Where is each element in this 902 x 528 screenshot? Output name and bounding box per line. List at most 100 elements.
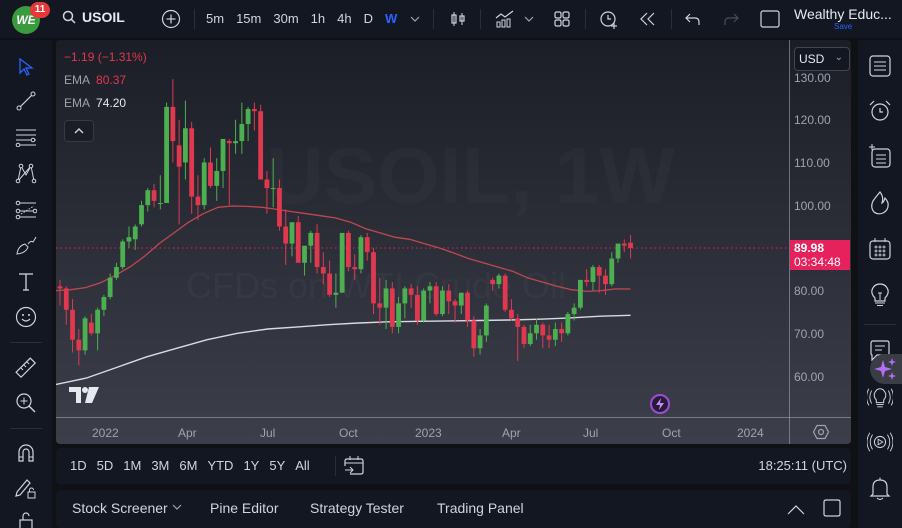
undo-button[interactable]	[682, 8, 704, 30]
replay-button[interactable]	[637, 8, 659, 30]
candle-body	[559, 329, 564, 334]
candle-body	[176, 145, 182, 167]
collapse-legend-button[interactable]	[64, 120, 94, 142]
chart-type-button[interactable]	[447, 8, 469, 30]
time-tick: Apr	[502, 426, 521, 440]
fullscreen-toggle-button[interactable]	[759, 8, 781, 30]
interval-1h[interactable]: 1h	[310, 11, 326, 26]
time-tick: 2022	[92, 426, 119, 440]
range-1m[interactable]: 1M	[123, 458, 142, 473]
layouts-button[interactable]	[551, 8, 573, 30]
measure-tool[interactable]	[13, 355, 39, 381]
chevron-down-icon[interactable]	[172, 502, 182, 513]
timezone-clock[interactable]: 18:25:11 (UTC)	[758, 458, 847, 473]
alerts-button[interactable]	[867, 98, 893, 124]
zoom-in-tool[interactable]	[13, 390, 39, 416]
tab-stock-screener[interactable]: Stock Screener	[72, 500, 168, 516]
layout-name[interactable]: Wealthy Educ...	[794, 6, 892, 22]
notifications-button[interactable]	[867, 476, 893, 502]
brush-tool[interactable]	[13, 233, 39, 259]
ai-assistant-button[interactable]	[870, 354, 902, 384]
lock-all-tool[interactable]	[13, 508, 39, 528]
range-ytd[interactable]: YTD	[207, 458, 234, 473]
chats-button[interactable]	[867, 338, 893, 364]
interval-15m[interactable]: 15m	[236, 11, 262, 26]
time-tick: 2023	[415, 426, 442, 440]
tradingview-logo[interactable]	[68, 386, 100, 409]
cursor-tool[interactable]	[13, 54, 39, 80]
ema-label: EMA	[64, 73, 91, 87]
go-to-date-button[interactable]	[344, 456, 364, 479]
candles-icon	[451, 12, 465, 26]
pattern-tool[interactable]	[13, 160, 39, 186]
text-tool[interactable]	[13, 269, 39, 295]
tab-trading-panel[interactable]: Trading Panel	[437, 500, 524, 516]
range-6m[interactable]: 6M	[179, 458, 198, 473]
time-tick: 2024	[737, 426, 764, 440]
streams-button[interactable]	[867, 385, 893, 411]
candle-body	[226, 141, 232, 144]
lightning-icon	[656, 398, 664, 410]
range-all[interactable]: All	[295, 458, 310, 473]
chevron-down-icon	[524, 16, 534, 22]
range-1d[interactable]: 1D	[70, 458, 87, 473]
hotlists-button[interactable]	[867, 190, 893, 216]
range-1y[interactable]: 1Y	[243, 458, 260, 473]
tab-pine-editor[interactable]: Pine Editor	[210, 500, 279, 516]
interval-w[interactable]: W	[384, 11, 398, 26]
save-button[interactable]: Save	[834, 22, 853, 31]
candle-body	[157, 203, 163, 205]
candle-body	[63, 288, 69, 310]
redo-button[interactable]	[720, 8, 742, 30]
create-alert-button[interactable]	[598, 8, 620, 30]
interval-d[interactable]: D	[363, 11, 373, 26]
magnet-tool[interactable]	[13, 440, 39, 466]
interval-4h[interactable]: 4h	[337, 11, 352, 26]
chart-pane[interactable]: USOIL, 1W CFDs on WTI Crude Oil −1.19 (−…	[56, 40, 851, 444]
candle-body	[239, 123, 245, 142]
chevron-down-icon: ⌄	[834, 52, 843, 63]
tab-strategy-tester[interactable]: Strategy Tester	[310, 500, 404, 516]
trend-line-tool[interactable]	[13, 88, 39, 114]
indicators-button[interactable]	[494, 8, 516, 30]
candle-body	[120, 241, 126, 268]
candle-body	[477, 335, 483, 349]
indicator-alert-button[interactable]	[650, 394, 670, 414]
live-streams-button[interactable]	[867, 429, 893, 455]
interval-30m[interactable]: 30m	[273, 11, 299, 26]
range-3m[interactable]: 3M	[151, 458, 170, 473]
candle-body	[571, 307, 577, 315]
forecasting-tool[interactable]	[13, 197, 39, 223]
object-tree-button[interactable]	[867, 143, 893, 169]
ideas-button[interactable]	[867, 282, 893, 308]
range-5d[interactable]: 5D	[96, 458, 114, 473]
candle-body	[433, 286, 439, 315]
candle-body	[314, 232, 320, 268]
ema-fast-legend[interactable]: EMA 80.37	[64, 73, 147, 87]
watchlist-button[interactable]	[867, 53, 893, 79]
candle-body	[527, 333, 533, 344]
expand-panel-button[interactable]	[787, 502, 805, 518]
emoji-tool[interactable]	[13, 304, 39, 330]
undo-icon	[685, 13, 700, 25]
range-5y[interactable]: 5Y	[269, 458, 286, 473]
ema-fast-value: 80.37	[96, 73, 127, 87]
chat-bubble-icon	[870, 340, 890, 362]
fib-lines-icon	[15, 129, 36, 147]
candle-body	[170, 106, 176, 142]
calendar-button[interactable]	[867, 236, 893, 262]
candle-body	[57, 286, 63, 289]
ema-slow-legend[interactable]: EMA 74.20	[64, 96, 147, 110]
symbol-search[interactable]: USOIL	[62, 9, 125, 25]
chart-settings-button[interactable]	[812, 424, 830, 440]
chevron-down-icon	[410, 16, 420, 22]
horizontal-lines-tool[interactable]	[13, 124, 39, 150]
lock-drawings-tool[interactable]	[13, 475, 39, 501]
interval-5m[interactable]: 5m	[206, 11, 225, 26]
indicators-dropdown-button[interactable]	[522, 8, 536, 30]
interval-dropdown-button[interactable]	[408, 8, 422, 30]
candlestick-plot[interactable]	[56, 40, 789, 417]
currency-selector[interactable]: USD ⌄	[794, 47, 850, 71]
maximize-panel-button[interactable]	[823, 499, 841, 520]
compare-symbol-button[interactable]	[160, 8, 182, 30]
